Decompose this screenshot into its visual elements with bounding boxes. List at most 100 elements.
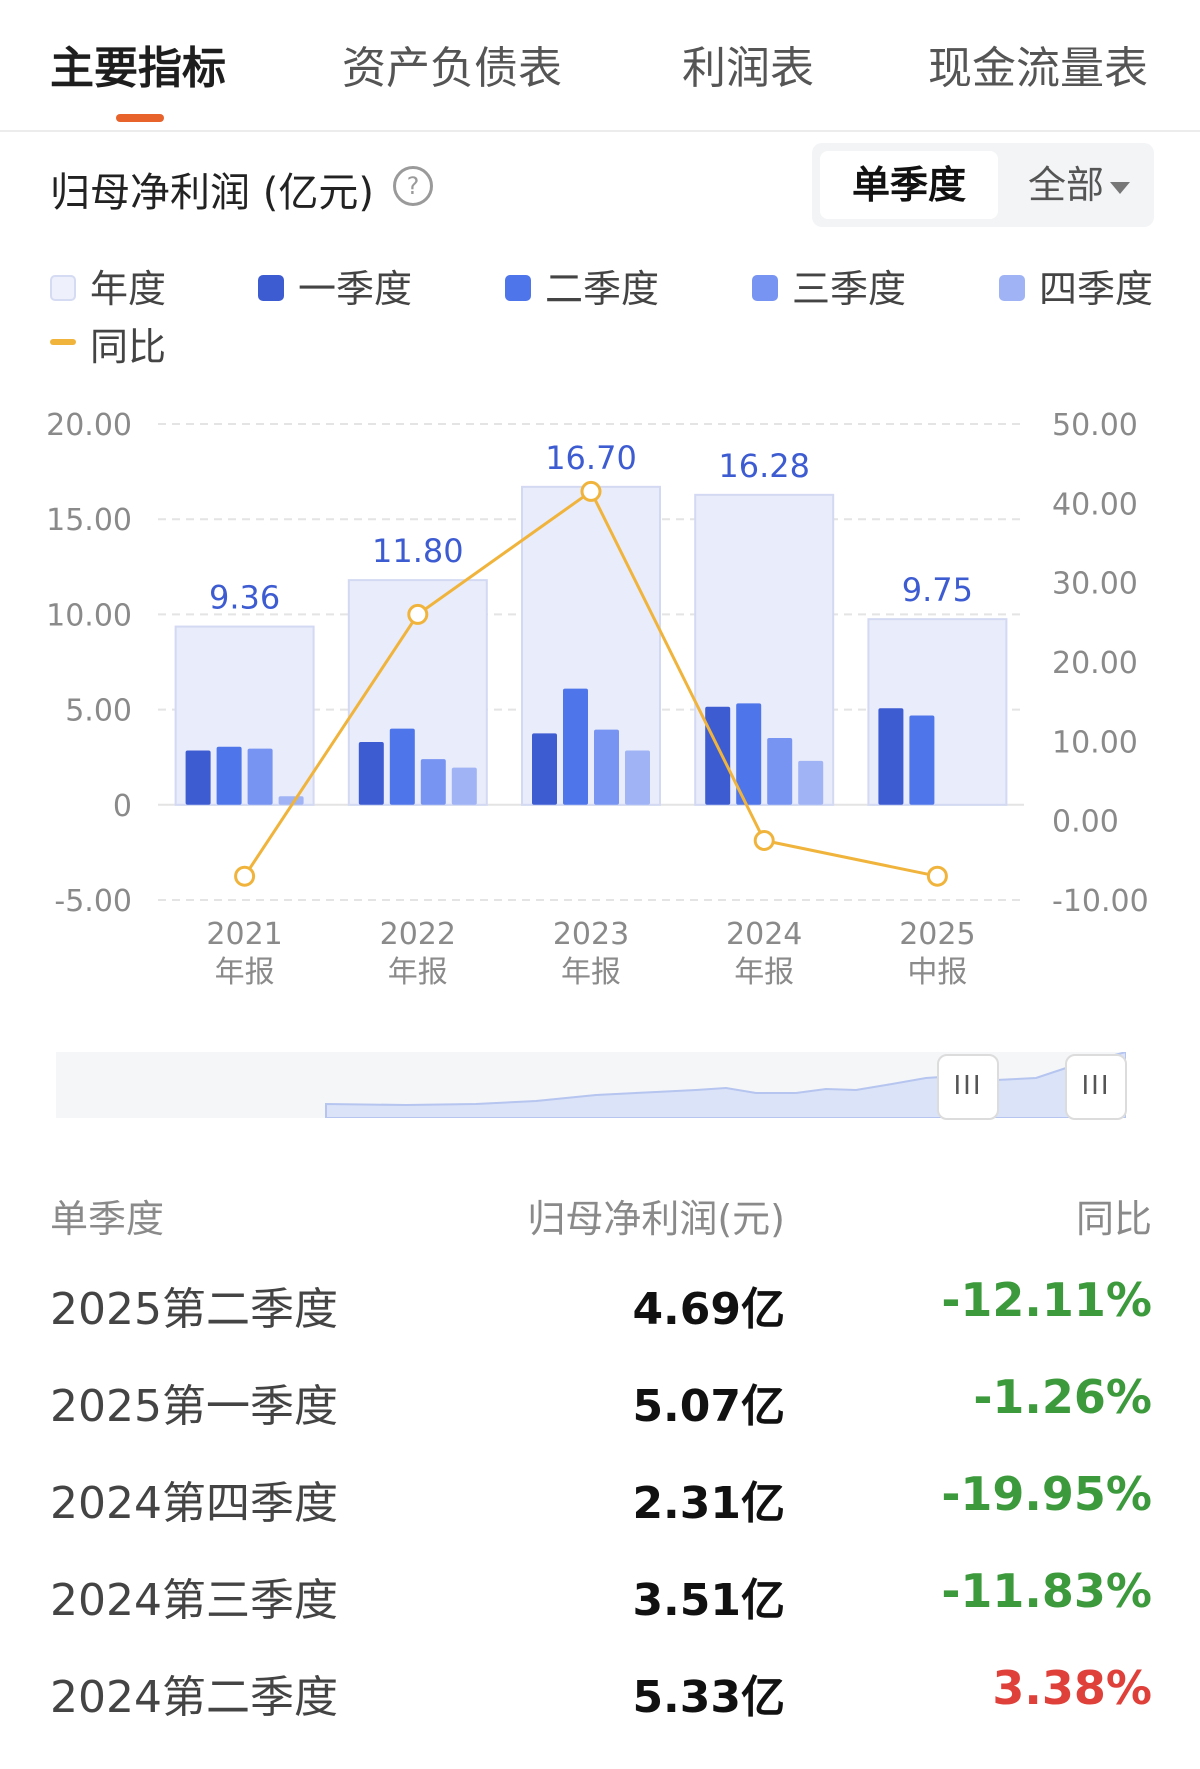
- table-header-value: 归母净利润(元): [527, 1197, 785, 1241]
- legend-item-q1[interactable]: 一季度: [258, 258, 412, 313]
- quarter-bar-1: [358, 741, 384, 805]
- table-row[interactable]: 2025第二季度 4.69亿 -12.11%: [0, 1273, 1200, 1353]
- legend-swatch: [999, 274, 1025, 301]
- yoy-point: [234, 865, 256, 887]
- y-right-tick-label: 50.00: [1052, 408, 1138, 443]
- annual-value-label: 11.80: [372, 532, 464, 570]
- cell-period: 2025第一季度: [50, 1381, 338, 1432]
- quarter-bar-3: [767, 737, 793, 805]
- question-circle-icon[interactable]: ?: [393, 166, 433, 206]
- tab-income-statement[interactable]: 利润表: [682, 43, 814, 94]
- y-right-tick-label: -10.00: [1052, 884, 1149, 919]
- quarter-bar-4: [625, 750, 650, 805]
- quarter-bar-2: [563, 688, 588, 805]
- tab-cash-flow[interactable]: 现金流量表: [928, 43, 1148, 94]
- active-tab-indicator: [116, 114, 164, 122]
- cell-net-profit: 4.69亿: [632, 1284, 785, 1335]
- y-right-tick-label: 20.00: [1052, 646, 1138, 681]
- yoy-point: [407, 603, 429, 625]
- cell-net-profit: 3.51亿: [632, 1575, 785, 1626]
- cell-period: 2024第四季度: [50, 1478, 338, 1529]
- quarter-bar-1: [878, 708, 904, 805]
- table-row[interactable]: 2024第四季度 2.31亿 -19.95%: [0, 1467, 1200, 1547]
- y-left-tick-label: 0: [113, 789, 132, 824]
- x-tick-label-year: 2024: [726, 917, 802, 952]
- legend-item-q3[interactable]: 三季度: [752, 258, 906, 313]
- legend-swatch: [258, 274, 284, 301]
- x-tick-label-report: 中报: [907, 955, 967, 990]
- cell-period: 2024第二季度: [50, 1672, 338, 1723]
- quarter-bar-3: [247, 748, 273, 805]
- y-right-tick-label: 0.00: [1052, 805, 1119, 840]
- quarter-bar-4: [798, 760, 824, 805]
- quarter-bar-2: [389, 728, 415, 805]
- cell-period: 2025第二季度: [50, 1284, 338, 1335]
- x-tick-label-report: 年报: [561, 955, 621, 990]
- yoy-point: [753, 830, 775, 851]
- quarter-bar-2: [216, 746, 242, 805]
- quarter-bar-3: [420, 759, 446, 805]
- x-tick-label-year: 2022: [380, 917, 456, 952]
- table-row[interactable]: 2024第二季度 5.33亿 3.38%: [0, 1661, 1200, 1741]
- y-left-tick-label: 15.00: [46, 503, 132, 538]
- quarter-bar-1: [532, 733, 557, 805]
- annual-value-label: 9.75: [902, 571, 973, 609]
- legend-label: 二季度: [545, 267, 660, 311]
- legend-item-yoy[interactable]: 同比: [50, 316, 166, 371]
- quarter-bar-2: [736, 703, 762, 805]
- y-right-tick-label: 30.00: [1052, 567, 1138, 602]
- table-header-period: 单季度: [50, 1197, 165, 1241]
- cell-yoy: 3.38%: [992, 1661, 1152, 1715]
- legend-label: 四季度: [1039, 267, 1154, 311]
- range-dropdown-label: 全部: [1027, 163, 1104, 207]
- annual-value-label: 16.28: [718, 447, 810, 485]
- legend-swatch: [50, 338, 76, 345]
- range-dropdown[interactable]: 全部: [1012, 151, 1146, 219]
- x-tick-label-year: 2023: [553, 917, 629, 952]
- cell-yoy: -11.83%: [941, 1564, 1152, 1618]
- tab-key-metrics[interactable]: 主要指标: [50, 43, 226, 94]
- cell-net-profit: 5.07亿: [632, 1381, 785, 1432]
- legend-swatch: [50, 274, 76, 301]
- annual-value-label: 16.70: [545, 439, 637, 477]
- cell-net-profit: 2.31亿: [632, 1478, 785, 1529]
- tab-balance-sheet[interactable]: 资产负债表: [342, 43, 562, 94]
- legend-label: 同比: [90, 325, 167, 369]
- legend-swatch: [752, 274, 778, 301]
- scroller-right-handle[interactable]: III: [1065, 1054, 1127, 1120]
- quarter-bar-2: [909, 715, 935, 805]
- scroller-left-handle[interactable]: III: [937, 1054, 999, 1120]
- x-tick-label-report: 年报: [215, 955, 275, 990]
- legend-item-q4[interactable]: 四季度: [999, 258, 1153, 313]
- y-left-tick-label: 5.00: [65, 694, 132, 729]
- legend-item-q2[interactable]: 二季度: [505, 258, 659, 313]
- quarter-bar-1: [185, 750, 211, 805]
- legend-item-annual[interactable]: 年度: [50, 258, 166, 313]
- quarter-bar-3: [594, 729, 619, 805]
- x-tick-label-year: 2025: [899, 917, 975, 952]
- legend-label: 年度: [90, 267, 167, 311]
- y-right-tick-label: 40.00: [1052, 487, 1138, 522]
- table-header-yoy: 同比: [1075, 1197, 1152, 1241]
- period-toggle: 单季度 全部: [812, 143, 1154, 227]
- legend-label: 一季度: [298, 267, 413, 311]
- tab-bar: 主要指标 资产负债表 利润表 现金流量表: [0, 0, 1200, 132]
- scroller-preview: [325, 1050, 1127, 1119]
- cell-yoy: -12.11%: [941, 1273, 1152, 1327]
- table-row[interactable]: 2025第一季度 5.07亿 -1.26%: [0, 1370, 1200, 1450]
- annual-value-label: 9.36: [209, 579, 280, 617]
- quarter-bar-4: [451, 767, 477, 805]
- y-right-tick-label: 10.00: [1052, 725, 1138, 760]
- caret-down-icon: [1110, 181, 1130, 194]
- y-left-tick-label: 10.00: [46, 598, 132, 633]
- y-left-tick-label: -5.00: [54, 884, 132, 919]
- x-tick-label-report: 年报: [388, 955, 448, 990]
- x-tick-label-report: 年报: [734, 955, 794, 990]
- yoy-point: [580, 480, 602, 502]
- legend-swatch: [505, 274, 531, 301]
- table-row[interactable]: 2024第三季度 3.51亿 -11.83%: [0, 1564, 1200, 1644]
- yoy-point: [926, 865, 948, 887]
- net-profit-chart: -5.00 0 5.00 10.00 15.00 20.00 -10.00 0.00 10.00…: [46, 408, 1149, 990]
- single-quarter-button[interactable]: 单季度: [820, 151, 998, 219]
- cell-yoy: -19.95%: [941, 1467, 1152, 1521]
